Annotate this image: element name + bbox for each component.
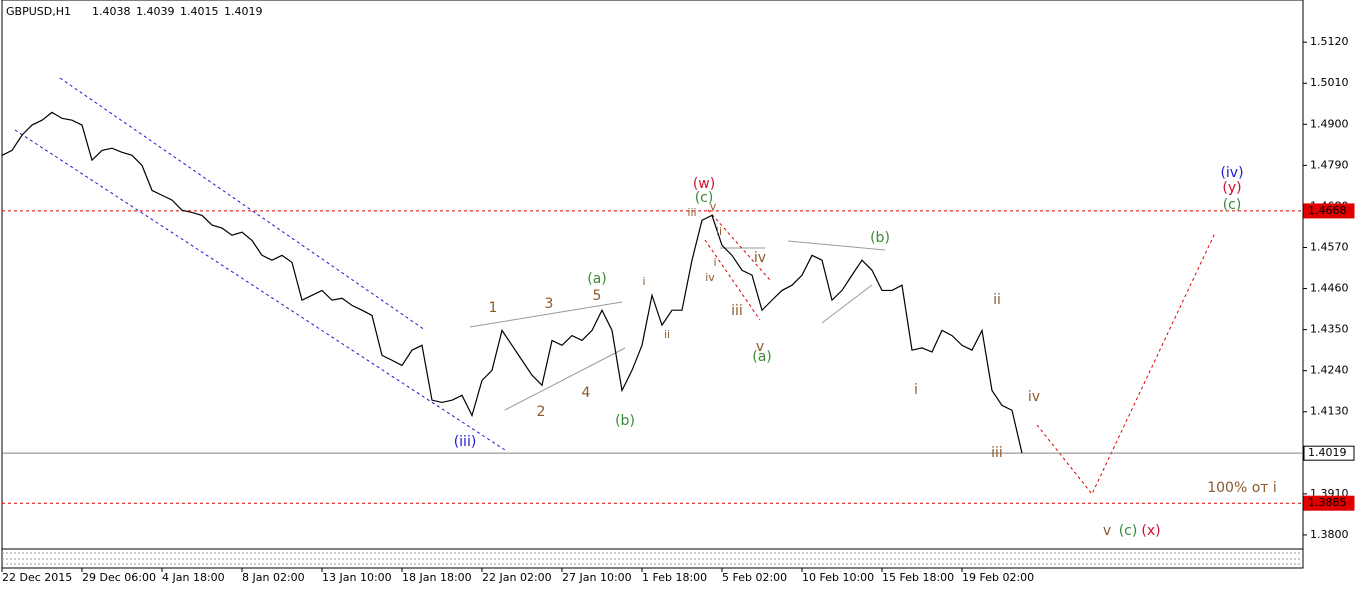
wave-label: (w)	[693, 176, 715, 192]
wave-label: iii	[731, 303, 743, 319]
x-tick-label: 5 Feb 02:00	[722, 571, 787, 584]
x-tick-label: 29 Dec 06:00	[82, 571, 156, 584]
wave-label: 3	[545, 296, 554, 312]
x-tick-label: 8 Jan 02:00	[242, 571, 305, 584]
y-tick-label: 1.5120	[1310, 35, 1349, 48]
x-tick-label: 27 Jan 10:00	[562, 571, 632, 584]
wave-label: (c)	[695, 190, 714, 206]
y-tick-label: 1.4570	[1310, 240, 1349, 253]
wave-label: 2	[537, 404, 546, 420]
wave-label: ii	[993, 292, 1001, 308]
wave-label: iv	[1028, 389, 1040, 405]
x-tick-label: 19 Feb 02:00	[962, 571, 1034, 584]
x-tick-label: 22 Dec 2015	[2, 571, 72, 584]
y-tick-label: 1.5010	[1310, 76, 1349, 89]
symbol: GBPUSD,H1	[6, 5, 71, 18]
wave-label: i	[713, 256, 716, 269]
wave-label: iii	[991, 445, 1003, 461]
wave-label: iv	[754, 250, 766, 266]
ohlc-value: 1.4039	[136, 5, 175, 18]
ohlc-value: 1.4015	[180, 5, 219, 18]
price-line	[1, 111, 1023, 454]
wave-label: iv	[705, 271, 715, 284]
level-box	[1303, 495, 1355, 511]
wave-label: iii	[687, 206, 696, 219]
y-tick-label: 1.4460	[1310, 282, 1349, 295]
wave-label: (c)	[1119, 523, 1138, 539]
x-tick-label: 22 Jan 02:00	[482, 571, 552, 584]
level-label: 1.4668	[1308, 204, 1347, 217]
wave-label: v	[756, 339, 764, 355]
ohlc-value: 1.4019	[224, 5, 263, 18]
y-tick-label: 1.3800	[1310, 528, 1349, 541]
wave-label: i	[642, 275, 645, 288]
wave-label: i	[914, 382, 918, 398]
wave-label: 100% от i	[1207, 480, 1277, 496]
level-box	[1303, 203, 1355, 219]
wave-label: 1	[489, 300, 498, 316]
wave-label: (a)	[587, 271, 607, 287]
wave-label: 4	[582, 385, 591, 401]
level-label: 1.3885	[1308, 496, 1347, 509]
wave-label: v	[1103, 523, 1111, 539]
indicator-panel	[2, 552, 1303, 565]
wave-label: (b)	[870, 230, 890, 246]
y-tick-label: 1.4350	[1310, 323, 1349, 336]
drawings	[14, 77, 1216, 495]
y-tick-label: 1.4790	[1310, 158, 1349, 171]
wave-label: (a)	[752, 349, 772, 365]
x-tick-label: 18 Jan 18:00	[402, 571, 472, 584]
wave-label: ii	[716, 225, 722, 238]
wave-label: (y)	[1222, 180, 1241, 196]
x-tick-label: 15 Feb 18:00	[882, 571, 954, 584]
ohlc-value: 1.4038	[92, 5, 131, 18]
y-tick-label: 1.4240	[1310, 364, 1349, 377]
x-tick-label: 4 Jan 18:00	[162, 571, 225, 584]
level-label: 1.4019	[1308, 446, 1347, 459]
x-tick-label: 13 Jan 10:00	[322, 571, 392, 584]
level-box	[1303, 445, 1355, 461]
y-tick-label: 1.4130	[1310, 405, 1349, 418]
wave-label: ii	[664, 328, 670, 341]
wave-label: 5	[593, 288, 602, 304]
x-tick-label: 10 Feb 10:00	[802, 571, 874, 584]
plot-frame	[1, 0, 1304, 569]
wave-label: (iv)	[1220, 165, 1243, 181]
wave-label: (b)	[615, 413, 635, 429]
wave-label: (x)	[1141, 523, 1160, 539]
x-tick-label: 1 Feb 18:00	[642, 571, 707, 584]
wave-label: (iii)	[454, 434, 477, 450]
wave-label: (c)	[1223, 197, 1242, 213]
wave-label: v	[710, 200, 717, 213]
y-tick-label: 1.4900	[1310, 117, 1349, 130]
